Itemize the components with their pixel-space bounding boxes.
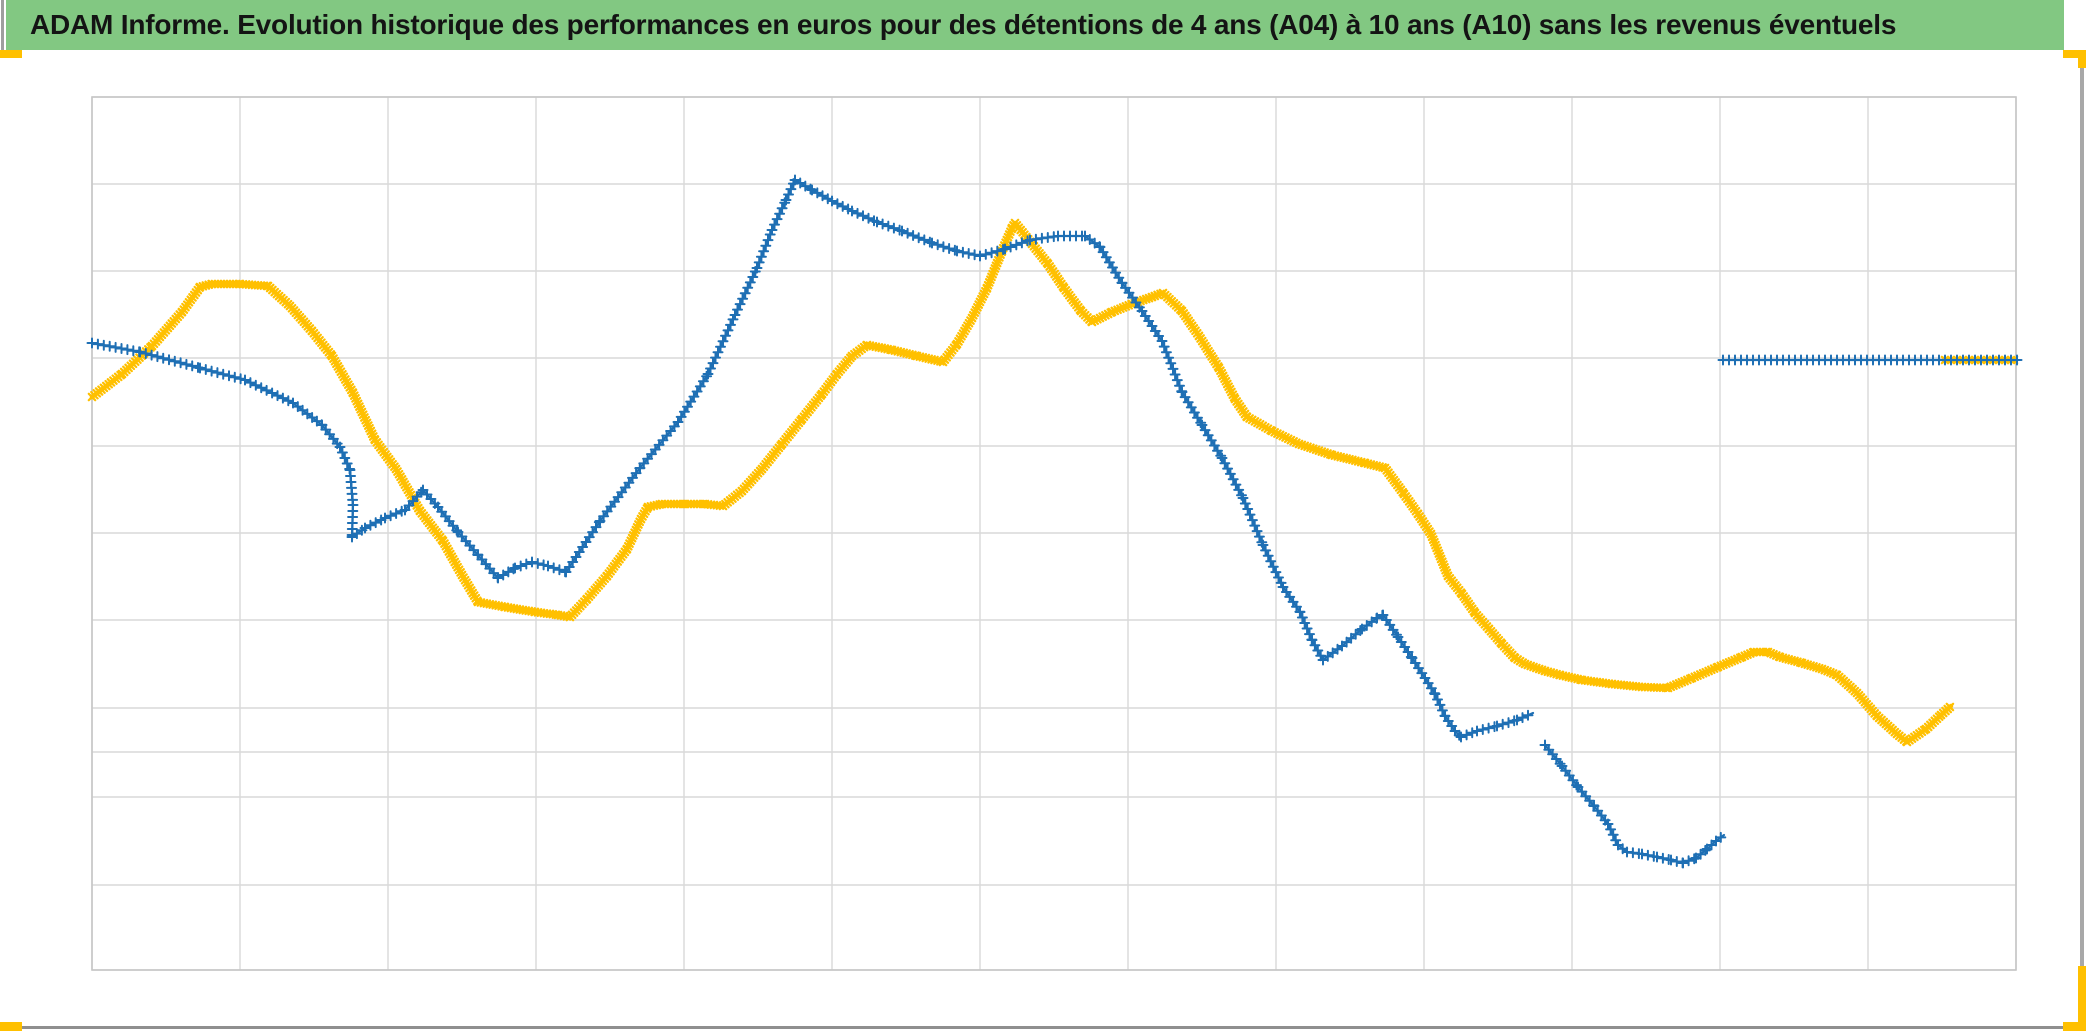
chart-resize-handle-bottom-right[interactable] xyxy=(2063,1022,2086,1031)
series-gold[interactable] xyxy=(87,218,2019,747)
series-blue-markers xyxy=(1717,354,2023,366)
window-left-edge xyxy=(1,0,4,50)
chart-resize-handle-bottom-right-v[interactable] xyxy=(2078,966,2086,1031)
window-right-edge xyxy=(2080,50,2084,1031)
chart-title-bar: ADAM Informe. Evolution historique des p… xyxy=(6,0,2064,50)
chart-resize-handle-top-right[interactable] xyxy=(2063,50,2086,58)
plot-border xyxy=(91,96,2017,971)
page-title: ADAM Informe. Evolution historique des p… xyxy=(30,9,1897,40)
gridlines xyxy=(91,96,2017,971)
chart-resize-handle-bottom-left[interactable] xyxy=(0,1022,22,1031)
series-blue[interactable] xyxy=(86,174,2023,869)
chart-resize-handle-top-right-v[interactable] xyxy=(2078,50,2086,68)
window-bottom-edge xyxy=(0,1026,2086,1029)
series-gold-markers xyxy=(87,218,1955,747)
series-blue-markers xyxy=(1539,739,1727,869)
series-blue-markers xyxy=(86,174,1534,743)
chart-resize-handle-top-left[interactable] xyxy=(0,50,22,58)
